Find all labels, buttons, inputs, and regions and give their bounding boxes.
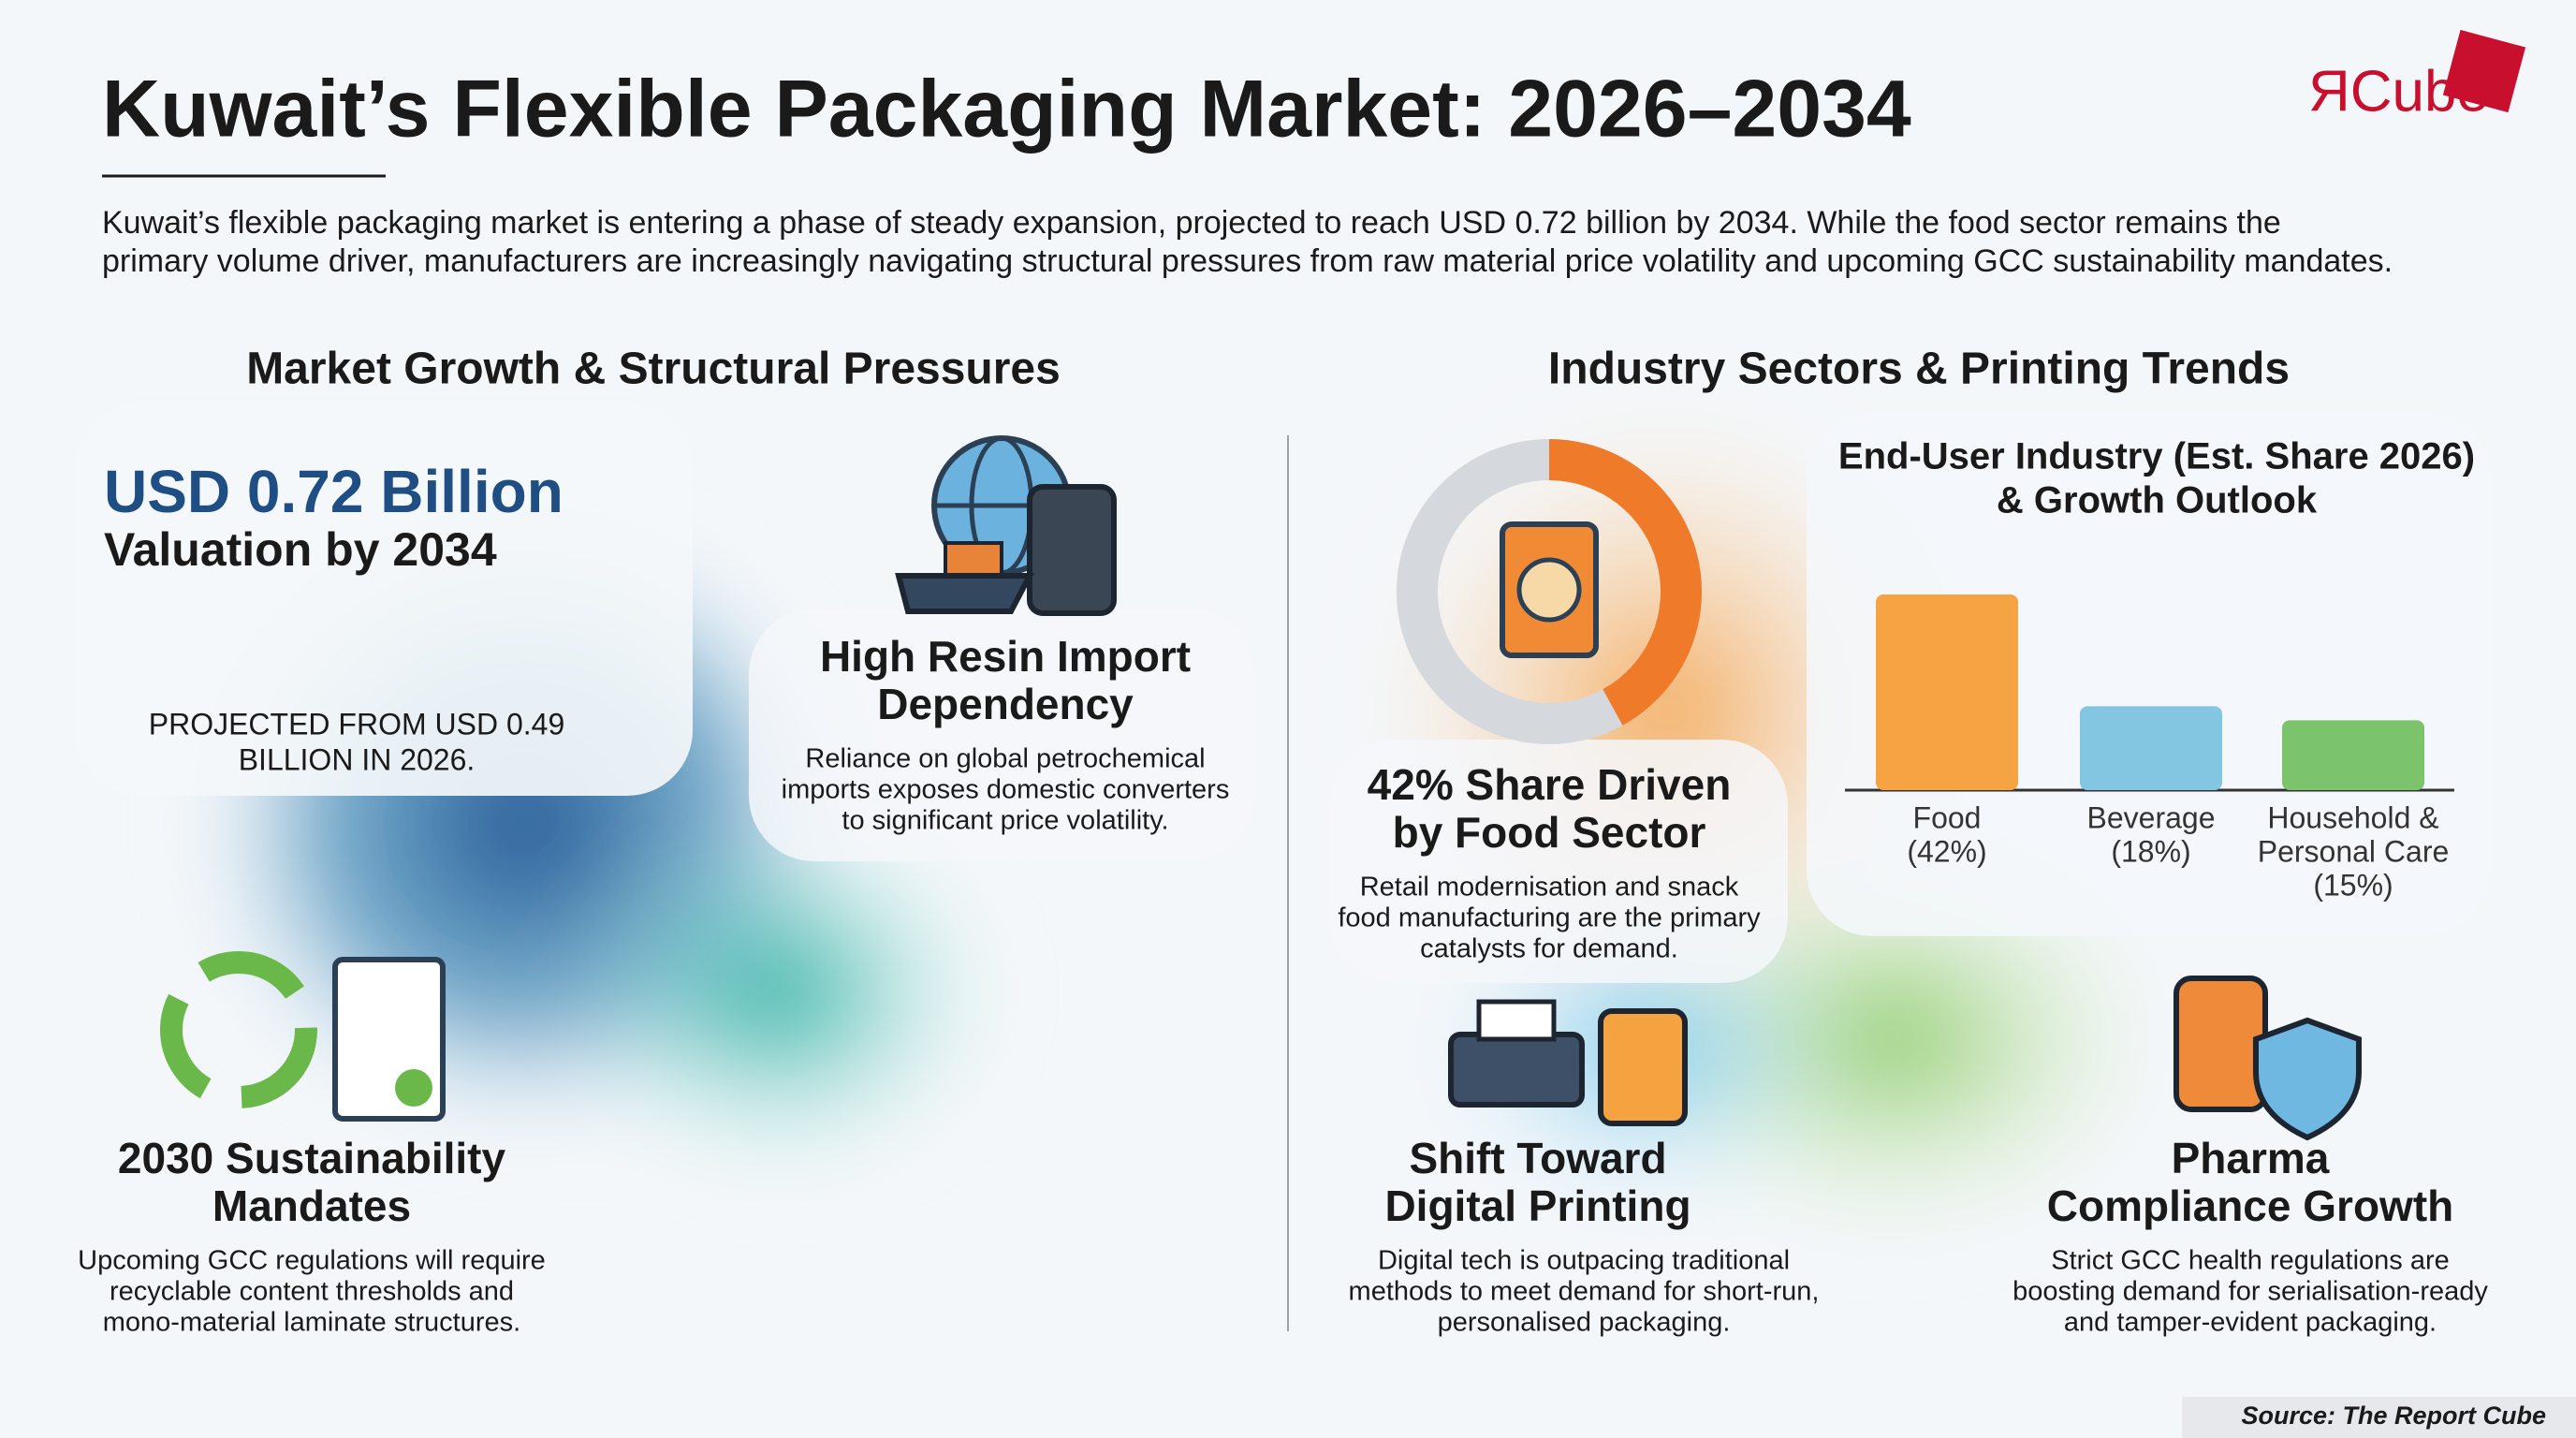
valuation-caption: Valuation by 2034 bbox=[104, 523, 497, 576]
card-title: by Food Sector bbox=[1393, 808, 1706, 857]
source-box bbox=[2182, 1397, 2576, 1438]
bar bbox=[2080, 706, 2222, 790]
card-title: Digital Printing bbox=[1384, 1181, 1690, 1230]
snack-bag-icon bbox=[1500, 521, 1599, 658]
category-label: (18%) bbox=[2111, 834, 2190, 868]
food-panel bbox=[1329, 740, 1788, 983]
card-text: Digital tech is outpacing traditional bbox=[1378, 1246, 1790, 1276]
card-text: Upcoming GCC regulations will require bbox=[78, 1246, 546, 1276]
card-title: High Resin Import bbox=[820, 632, 1191, 681]
intro: primary volume driver, manufacturers are… bbox=[102, 243, 2393, 279]
category-label: Food bbox=[1913, 800, 1982, 834]
projection-panel bbox=[75, 403, 693, 796]
valuation-amount: USD 0.72 Billion bbox=[104, 458, 564, 525]
card-text: imports exposes domestic converters bbox=[782, 775, 1230, 805]
projection-text: PROJECTED FROM USD 0.49 bbox=[149, 707, 565, 741]
category-label: Beverage bbox=[2087, 800, 2216, 834]
bar bbox=[1876, 594, 2018, 790]
card-text: and tamper-evident packaging. bbox=[2064, 1308, 2437, 1338]
chart-panel bbox=[1807, 412, 2490, 936]
logo: ЯCube bbox=[2308, 59, 2489, 124]
card-text: Retail modernisation and snack bbox=[1360, 873, 1739, 902]
donut-arc bbox=[1548, 439, 1702, 726]
card-text: to significant price volatility. bbox=[842, 806, 1168, 836]
recycle-document-icon bbox=[160, 951, 446, 1122]
section-heading: Industry Sectors & Printing Trends bbox=[1548, 345, 2290, 394]
bar bbox=[2282, 720, 2424, 790]
card-text: personalised packaging. bbox=[1438, 1308, 1731, 1338]
card-text: recyclable content thresholds and bbox=[110, 1277, 514, 1307]
chart-title: & Growth Outlook bbox=[1997, 480, 2318, 521]
printer-icon bbox=[1448, 999, 1688, 1126]
logo-cube bbox=[2442, 29, 2526, 113]
section-heading: Market Growth & Structural Pressures bbox=[246, 345, 1061, 394]
category-label: (42%) bbox=[1907, 834, 1986, 868]
card-text: methods to meet demand for short-run, bbox=[1349, 1277, 1820, 1307]
pharma-icon bbox=[2174, 976, 2362, 1141]
chart-title: End-User Industry (Est. Share 2026) bbox=[1838, 436, 2475, 477]
card-text: Strict GCC health regulations are bbox=[2051, 1246, 2450, 1276]
card-title: 2030 Sustainability bbox=[118, 1134, 506, 1182]
card-text: mono-material laminate structures. bbox=[103, 1308, 520, 1338]
resin-panel bbox=[749, 609, 1254, 861]
source: Source: The Report Cube bbox=[2241, 1401, 2546, 1430]
category-label: (15%) bbox=[2313, 868, 2393, 902]
card-title: Shift Toward bbox=[1409, 1134, 1666, 1182]
card-text: boosting demand for serialisation-ready bbox=[2012, 1277, 2488, 1307]
category-label: Personal Care bbox=[2258, 834, 2450, 868]
card-text: catalysts for demand. bbox=[1420, 934, 1678, 964]
category-label: Household & bbox=[2267, 800, 2438, 834]
card-title: Compliance Growth bbox=[2047, 1181, 2453, 1230]
card-text: food manufacturing are the primary bbox=[1338, 903, 1761, 933]
card-title: 42% Share Driven bbox=[1368, 760, 1732, 809]
globe-ship-barrel-icon bbox=[895, 435, 1117, 616]
card-text: Reliance on global petrochemical bbox=[805, 744, 1205, 774]
title: Kuwait’s Flexible Packaging Market: 2026… bbox=[102, 65, 1911, 154]
projection-text: BILLION IN 2026. bbox=[239, 742, 476, 776]
card-title: Dependency bbox=[877, 680, 1134, 728]
card-title: Mandates bbox=[212, 1181, 411, 1230]
card-title: Pharma bbox=[2172, 1134, 2330, 1182]
intro: Kuwait’s flexible packaging market is en… bbox=[102, 205, 2281, 241]
